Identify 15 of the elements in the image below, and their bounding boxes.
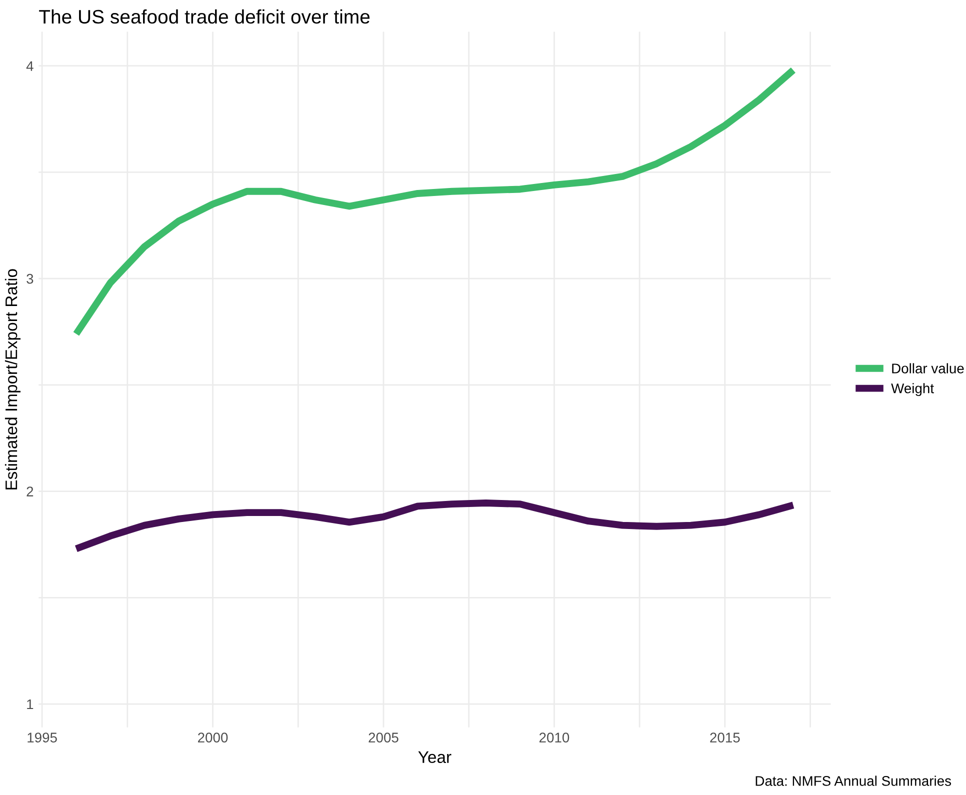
x-axis-title: Year: [418, 751, 452, 764]
text: Data: NMFS Annual Summaries: [756, 776, 952, 786]
y-tick-label: 1: [27, 700, 34, 710]
x-tick-label: 2010: [539, 732, 570, 742]
x-tick-label: 2005: [368, 732, 398, 742]
x-tick-label: 1995: [28, 732, 57, 742]
y-tick-label: 3: [26, 274, 34, 284]
x-tick-label: 2015: [710, 732, 740, 742]
x-tick-label: 2000: [198, 732, 228, 742]
legend-label: Weight: [891, 383, 934, 396]
legend-label: Dollar value: [892, 363, 964, 374]
y-tick-label: 4: [26, 61, 34, 71]
chart-title: The US seafood trade deficit over time: [39, 9, 370, 24]
y-axis-title: Estimated Import/Export Ratio: [4, 269, 20, 490]
y-tick-label: 2: [26, 486, 34, 496]
